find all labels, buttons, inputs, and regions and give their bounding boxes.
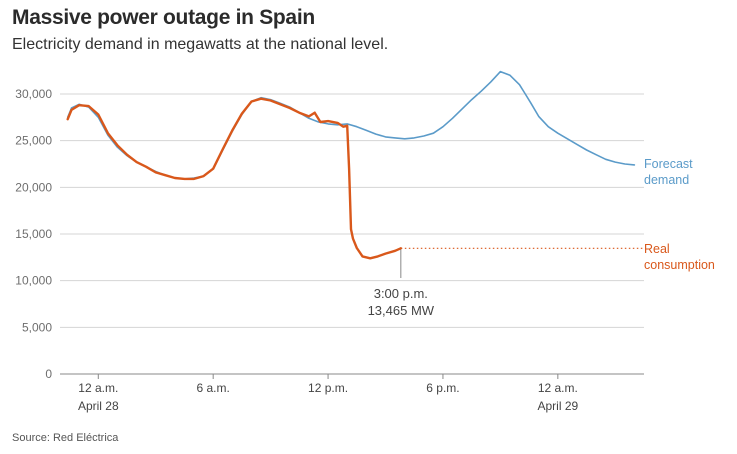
y-tick-label: 0	[45, 367, 52, 381]
x-tick-label: 12 a.m.	[538, 381, 578, 395]
real-legend-label: Real	[644, 242, 670, 256]
forecast-demand-line	[66, 70, 636, 180]
y-tick-label: 25,000	[15, 134, 52, 148]
y-tick-label: 10,000	[15, 274, 52, 288]
forecast-legend-label: demand	[644, 173, 689, 187]
y-tick-label: 30,000	[15, 87, 52, 101]
chart-subtitle: Electricity demand in megawatts at the n…	[12, 36, 389, 53]
annotation-time: 3:00 p.m.	[374, 286, 428, 301]
y-tick-label: 20,000	[15, 180, 52, 194]
x-tick-sublabel: April 29	[537, 399, 578, 413]
source-note: Source: Red Eléctrica	[12, 432, 119, 444]
chart-title: Massive power outage in Spain	[12, 6, 315, 29]
x-tick-label: 12 p.m.	[308, 381, 348, 395]
x-tick-label: 6 a.m.	[197, 381, 230, 395]
x-tick-label: 12 a.m.	[78, 381, 118, 395]
real-consumption-line	[66, 97, 402, 260]
x-tick-label: 6 p.m.	[426, 381, 459, 395]
annotation-value: 13,465 MW	[368, 303, 435, 318]
y-tick-label: 5,000	[22, 320, 52, 334]
forecast-legend-label: Forecast	[644, 157, 693, 171]
x-tick-sublabel: April 28	[78, 399, 119, 413]
real-legend-label: consumption	[644, 258, 715, 272]
y-tick-label: 15,000	[15, 227, 52, 241]
